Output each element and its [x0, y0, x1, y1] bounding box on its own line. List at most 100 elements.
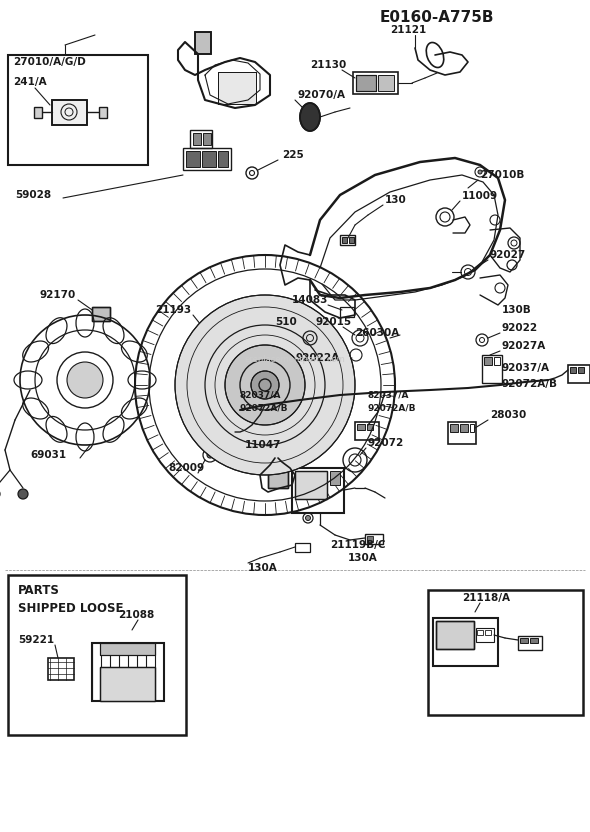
Text: 130A: 130A	[348, 553, 378, 563]
Bar	[268, 470, 288, 488]
Bar	[494, 357, 500, 365]
Text: 241/A: 241/A	[13, 77, 47, 87]
Bar	[92, 643, 164, 701]
Text: 27010B: 27010B	[480, 170, 525, 180]
Bar	[220, 430, 228, 436]
Bar	[578, 367, 584, 373]
Bar	[218, 428, 246, 446]
Text: 26030A: 26030A	[355, 328, 399, 338]
Bar	[356, 75, 376, 91]
Bar	[100, 643, 155, 655]
Bar	[450, 424, 458, 432]
Bar	[295, 543, 310, 552]
Text: 69031: 69031	[30, 450, 66, 460]
Bar	[230, 430, 238, 436]
Circle shape	[175, 295, 355, 475]
Bar	[367, 424, 373, 430]
Bar	[190, 130, 212, 148]
Ellipse shape	[300, 103, 320, 131]
Circle shape	[18, 489, 28, 499]
Bar	[52, 100, 87, 125]
Text: 11047: 11047	[245, 440, 281, 450]
Bar	[195, 32, 211, 54]
Text: 21193: 21193	[155, 305, 191, 315]
Bar	[470, 424, 474, 432]
Bar	[365, 534, 383, 544]
Bar	[570, 367, 576, 373]
Bar	[448, 422, 476, 444]
Bar	[367, 536, 373, 542]
Text: 225: 225	[282, 150, 304, 160]
Bar	[340, 307, 354, 317]
Circle shape	[67, 362, 103, 398]
Bar	[436, 621, 474, 649]
Bar	[8, 55, 148, 165]
Bar	[353, 72, 398, 94]
Text: 130: 130	[385, 195, 407, 205]
Circle shape	[225, 345, 305, 425]
Bar	[530, 638, 538, 643]
Bar	[342, 237, 347, 243]
Bar	[218, 151, 228, 167]
Text: 92022: 92022	[502, 323, 538, 333]
Text: 510: 510	[275, 317, 297, 327]
Bar	[218, 72, 256, 104]
Bar	[295, 471, 327, 499]
Text: 82037/A: 82037/A	[240, 390, 281, 399]
Bar	[295, 471, 327, 499]
Text: ereplacementparts.com: ereplacementparts.com	[245, 355, 345, 364]
Text: 82037/A: 82037/A	[368, 390, 409, 399]
Bar	[484, 357, 492, 365]
Text: 92170: 92170	[40, 290, 76, 300]
Bar	[193, 133, 201, 145]
Text: 21118/A: 21118/A	[462, 593, 510, 603]
Bar	[92, 307, 110, 321]
Text: 14083: 14083	[292, 295, 329, 305]
Bar	[183, 148, 231, 170]
Text: 59028: 59028	[15, 190, 51, 200]
Text: 92072A/B: 92072A/B	[502, 379, 558, 389]
Text: 59221: 59221	[18, 635, 54, 645]
Text: SHIPPED LOOSE: SHIPPED LOOSE	[18, 602, 123, 615]
Text: 92070/A: 92070/A	[297, 90, 345, 100]
Bar	[48, 658, 74, 680]
Bar	[186, 151, 200, 167]
Text: 92037/A: 92037/A	[502, 363, 550, 373]
Bar	[268, 470, 288, 488]
Text: 21088: 21088	[118, 610, 154, 620]
Bar	[482, 355, 502, 383]
Bar	[428, 590, 583, 715]
Bar	[34, 107, 42, 118]
Circle shape	[478, 170, 482, 174]
Bar	[433, 618, 498, 666]
Text: 92015: 92015	[315, 317, 351, 327]
Bar	[357, 424, 365, 430]
Bar	[240, 430, 244, 436]
Bar	[203, 133, 211, 145]
Bar	[92, 307, 110, 321]
Bar	[518, 636, 542, 650]
Bar	[52, 100, 87, 125]
Bar	[202, 151, 216, 167]
Bar	[378, 75, 394, 91]
Bar	[520, 638, 528, 643]
Bar	[568, 365, 590, 383]
Text: 92072A/B: 92072A/B	[368, 404, 417, 413]
Text: 27010/A/G/D: 27010/A/G/D	[13, 57, 86, 67]
Text: 21121: 21121	[390, 25, 426, 35]
Bar	[100, 667, 155, 701]
Text: 130B: 130B	[502, 305, 532, 315]
Circle shape	[306, 516, 310, 521]
Circle shape	[251, 371, 279, 399]
Text: E0160-A775B: E0160-A775B	[380, 11, 494, 26]
Text: 21130: 21130	[310, 60, 346, 70]
Bar	[436, 621, 474, 649]
Bar	[8, 575, 186, 735]
Text: 92022A: 92022A	[295, 353, 339, 363]
Text: 21119B/C: 21119B/C	[330, 540, 385, 550]
Bar	[485, 630, 491, 635]
Bar	[99, 107, 107, 118]
Bar	[195, 32, 211, 54]
Text: 130A: 130A	[248, 563, 278, 573]
Bar	[100, 667, 155, 701]
